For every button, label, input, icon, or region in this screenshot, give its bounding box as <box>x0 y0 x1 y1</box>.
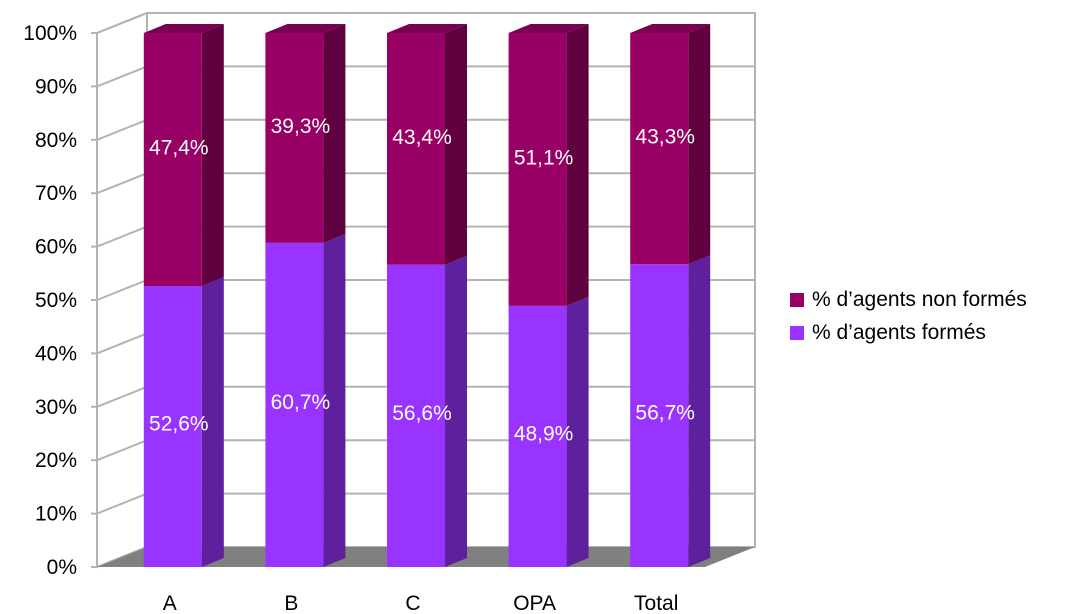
legend-item: % d’agents non formés <box>790 283 1027 316</box>
gridline-side <box>96 12 148 34</box>
bar-segment <box>508 305 567 567</box>
data-label: 47,4% <box>149 137 209 160</box>
bar-side <box>688 24 711 265</box>
gridline-side <box>96 439 148 462</box>
legend: % d’agents non formés % d’agents formés <box>790 283 1027 349</box>
gridline-side <box>96 65 148 88</box>
x-tick-label: A <box>163 592 177 614</box>
x-tick-label: C <box>405 592 420 614</box>
bar-segment <box>630 33 689 265</box>
y-tick-label: 0% <box>47 556 77 579</box>
bar-segment <box>143 286 202 567</box>
data-label: 52,6% <box>149 413 209 436</box>
gridline-side <box>96 385 148 408</box>
bars <box>143 24 711 568</box>
bar-side <box>323 233 346 567</box>
y-tick-label: 90% <box>35 75 77 98</box>
bar-top <box>630 24 711 33</box>
gridline-side <box>96 118 148 141</box>
data-label: 56,6% <box>392 402 452 425</box>
legend-label: % d’agents non formés <box>812 287 1027 311</box>
bar-top <box>387 24 467 33</box>
legend-swatch <box>790 292 804 307</box>
gridline-side <box>96 225 148 248</box>
legend-label: % d’agents formés <box>812 320 986 344</box>
bar-segment <box>630 264 689 567</box>
bar-side <box>445 255 467 568</box>
gridline-side <box>96 279 148 301</box>
bar-segment <box>143 33 202 287</box>
bar-top <box>508 24 589 33</box>
bar-side <box>566 24 589 306</box>
bar-side <box>566 296 589 567</box>
x-tick-label: OPA <box>513 592 556 614</box>
legend-item: % d’agents formés <box>790 316 1027 349</box>
y-tick-label: 50% <box>35 289 77 312</box>
data-labels: 52,6% 47,4% 60,7% 39,3% 56,6% 43,4% 48,9% 51,1%… <box>149 115 695 446</box>
y-tick-label: 70% <box>35 182 77 205</box>
y-tick-label: 100% <box>23 22 77 45</box>
legend-swatch <box>790 325 804 340</box>
gridline-side <box>96 172 148 195</box>
data-label: 51,1% <box>514 146 574 169</box>
y-tick-label: 60% <box>35 236 77 259</box>
y-tick-label: 10% <box>35 503 77 526</box>
gridline-side <box>96 332 148 355</box>
bar-top <box>143 24 224 33</box>
data-label: 60,7% <box>271 391 331 414</box>
bar-side <box>323 24 346 243</box>
bar-segment <box>387 33 445 265</box>
bar-side <box>688 255 711 568</box>
y-tick-label: 40% <box>35 342 77 365</box>
x-axis: A B C OPA Total <box>163 592 679 614</box>
data-label: 56,7% <box>635 402 695 425</box>
gridline-side <box>96 492 148 515</box>
data-label: 39,3% <box>271 115 331 138</box>
bar-segment <box>508 33 567 306</box>
data-label: 43,4% <box>392 126 452 149</box>
bar-segment <box>265 33 324 243</box>
bar-side <box>201 24 224 287</box>
bar-top <box>265 24 346 33</box>
x-tick-label: B <box>284 592 298 614</box>
y-tick-label: 20% <box>35 449 77 472</box>
bar-side <box>445 24 467 265</box>
bar-segment <box>387 264 445 567</box>
bar-segment <box>265 242 324 567</box>
y-tick-label: 80% <box>35 129 77 152</box>
y-tick-label: 30% <box>35 396 77 419</box>
data-label: 43,3% <box>635 126 695 149</box>
bar-side <box>201 277 224 567</box>
y-axis: 0% 10% 20% 30% 40% 50% 60% 70% 80% 90% 100% <box>23 22 98 579</box>
x-tick-label: Total <box>634 592 678 614</box>
data-label: 48,9% <box>514 422 574 445</box>
